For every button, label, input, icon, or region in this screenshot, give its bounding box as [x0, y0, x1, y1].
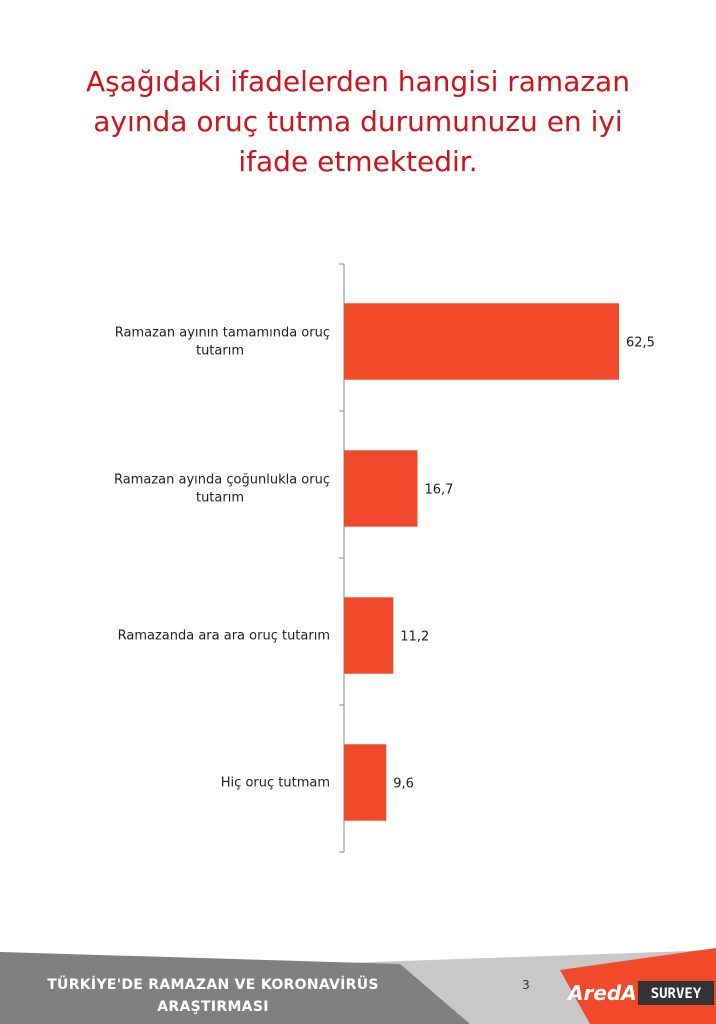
bar-chart: 62,5 Ramazan ayının tamamında oruç tutarım…: [114, 263, 655, 853]
logo-survey-box: [638, 981, 714, 1005]
data-label: 9,6: [393, 777, 414, 792]
footer-band: [0, 948, 716, 1024]
category-label-line: tutarım: [196, 491, 244, 506]
bar: [344, 303, 619, 380]
chart-title: Aşağıdaki ifadelerden hangisi ramazan ay…: [86, 65, 630, 178]
footer-dark-band: [0, 952, 470, 1024]
bar: [344, 744, 387, 821]
bar: [344, 597, 394, 674]
data-label: 62,5: [626, 336, 655, 351]
bar: [344, 450, 418, 527]
category-label-line: tutarım: [196, 344, 244, 359]
footer-title: TÜRKİYE'DE RAMAZAN VE KORONAVİRÜS ARAŞTI…: [47, 977, 379, 1015]
logo-survey-text: SURVEY: [651, 986, 702, 1002]
data-label: 16,7: [424, 483, 453, 498]
logo-areda-text: AredA: [566, 981, 637, 1005]
category-label: Ramazanda ara ara oruç tutarım: [118, 629, 330, 644]
category-label: Hiç oruç tutmam: [221, 776, 330, 791]
category-label: Ramazan ayında çoğunlukla oruç tutarım: [114, 473, 330, 506]
areda-survey-logo: AredA SURVEY: [566, 981, 714, 1005]
category-label-line: Ramazan ayının tamamında oruç: [115, 326, 330, 341]
category-label-line: Hiç oruç tutmam: [221, 776, 330, 791]
category-label-line: Ramazanda ara ara oruç tutarım: [118, 629, 330, 644]
category-label-line: Ramazan ayında çoğunlukla oruç: [114, 473, 330, 488]
page-number: 3: [522, 978, 530, 992]
data-label: 11,2: [400, 630, 429, 645]
category-label: Ramazan ayının tamamında oruç tutarım: [115, 326, 330, 359]
